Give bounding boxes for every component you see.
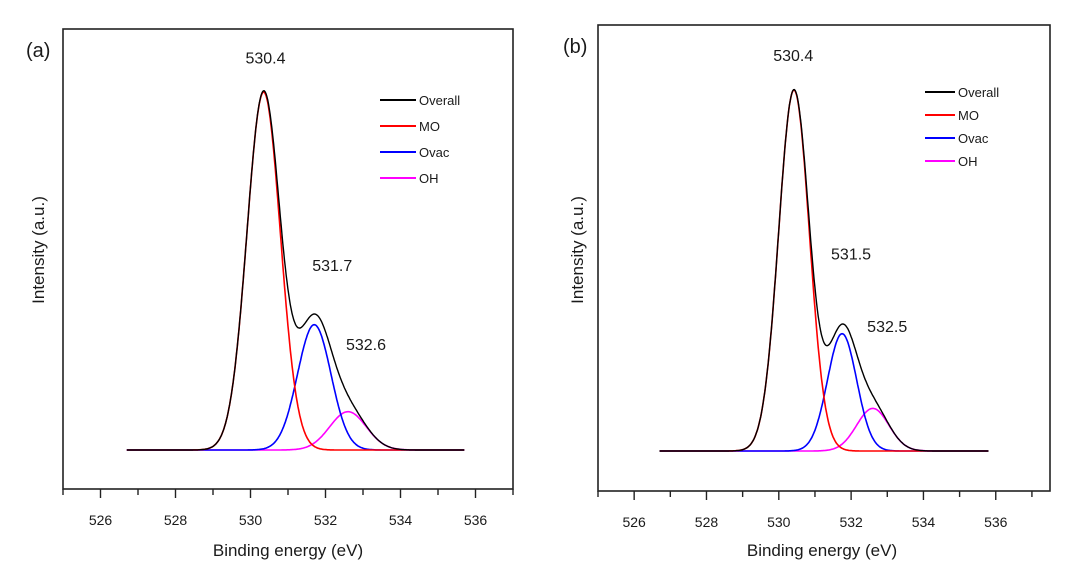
curves [126,90,465,451]
legend-label: OH [419,171,439,186]
peak-label: 531.5 [831,247,871,264]
curve-oh [126,410,465,451]
peak-label: 530.4 [245,50,285,67]
panel-label: (b) [563,36,587,58]
legend: Overall MO Ovac OH [380,93,460,186]
peak-label: 532.6 [346,337,386,354]
peak-label: 531.7 [312,258,352,275]
x-tick-label: 526 [622,514,646,530]
curve-oh [659,407,989,452]
legend-label: MO [419,119,440,134]
peak-label: 532.5 [867,319,907,336]
curve-overall [126,90,465,451]
x-tick-label: 530 [767,514,791,530]
legend-label: MO [958,108,979,123]
y-axis-label: Intensity (a.u.) [29,196,48,304]
legend-label: Ovac [958,131,989,146]
curve-mo [659,89,989,452]
curve-mo [126,91,465,451]
legend: Overall MO Ovac OH [925,85,999,169]
peak-label: 530.4 [773,48,813,65]
x-tick-label: 528 [164,512,188,528]
x-tick-label: 528 [695,514,719,530]
panel-b: (b) Binding energy (eV) Intensity (a.u.)… [563,24,1051,560]
peak-annotations: 530.4 531.5 532.5 [773,48,907,336]
x-tick-label: 530 [239,512,263,528]
legend-label: Ovac [419,145,450,160]
x-axis-ticks: 526 528 530 532 534 536 [62,489,514,528]
x-axis-ticks: 526 528 530 532 534 536 [597,491,1033,530]
panel-a: (a) Binding energy (eV) Intensity (a.u.)… [26,28,514,560]
curves [659,88,989,452]
x-tick-label: 532 [839,514,863,530]
panel-label: (a) [26,40,50,62]
x-tick-label: 536 [464,512,488,528]
x-tick-label: 536 [984,514,1008,530]
curve-overall [659,88,989,452]
x-tick-label: 526 [89,512,113,528]
peak-annotations: 530.4 531.7 532.6 [245,50,386,353]
legend-label: Overall [419,93,460,108]
x-axis-label: Binding energy (eV) [213,541,363,560]
x-tick-label: 532 [314,512,338,528]
legend-label: Overall [958,85,999,100]
x-tick-label: 534 [912,514,936,530]
legend-label: OH [958,154,978,169]
plot-frame [597,24,1051,492]
x-tick-label: 534 [389,512,413,528]
y-axis-label: Intensity (a.u.) [568,196,587,304]
x-axis-label: Binding energy (eV) [747,541,897,560]
